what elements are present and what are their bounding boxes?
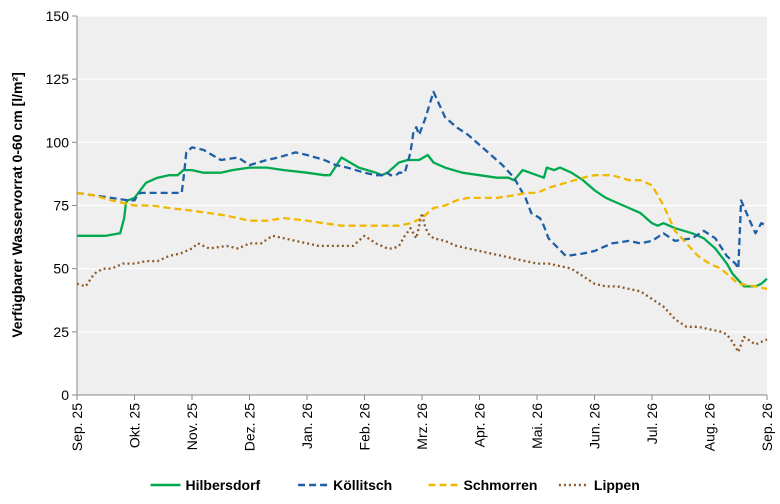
x-tick-label: Jul. 26 (644, 403, 660, 444)
legend-label: Lippen (594, 477, 640, 493)
x-tick-label: Sep. 26 (759, 403, 775, 451)
x-tick-label: Apr. 26 (472, 403, 488, 448)
x-tick-label: Aug. 26 (702, 403, 718, 451)
x-tick-label: Feb. 26 (357, 403, 373, 451)
x-tick-label: Nov. 25 (184, 403, 200, 450)
series-line-schmorren (76, 174, 768, 291)
series-line-k-llitsch (76, 90, 768, 270)
y-tick-label: 125 (46, 71, 70, 87)
y-tick-label: 150 (46, 8, 70, 24)
x-tick-label: Dez. 25 (242, 403, 258, 451)
series-line-hilbersdorf (77, 153, 768, 288)
x-tick-label: Okt. 25 (127, 403, 143, 448)
y-tick-label: 75 (53, 198, 69, 214)
y-tick-label: 50 (53, 261, 69, 277)
x-tick-label: Sep. 25 (69, 403, 85, 451)
series-line-lippen (76, 211, 768, 354)
legend-label: Hilbersdorf (186, 477, 261, 493)
grid-lines (77, 15, 767, 333)
y-tick-label: 25 (53, 324, 69, 340)
y-axis-ticks: 0 25 50 75 100 125 150 (46, 8, 77, 403)
x-tick-label: Jun. 26 (587, 403, 603, 449)
y-axis-title: Verfügbarer Wasservorrat 0-60 cm [l/m²] (9, 72, 25, 338)
legend: Hilbersdorf Köllitsch Schmorren Lippen (150, 477, 640, 493)
legend-label: Schmorren (464, 477, 538, 493)
legend-label: Köllitsch (333, 477, 392, 493)
x-tick-label: Jan. 26 (299, 403, 315, 449)
y-tick-label: 100 (46, 134, 70, 150)
series-layer (76, 90, 768, 354)
x-axis-ticks: Sep. 25 Okt. 25 Nov. 25 Dez. 25 Jan. 26 Feb. … (69, 395, 775, 451)
y-tick-label: 0 (61, 387, 69, 403)
x-tick-label: Mrz. 26 (414, 403, 430, 450)
x-tick-label: Mai. 26 (529, 403, 545, 449)
